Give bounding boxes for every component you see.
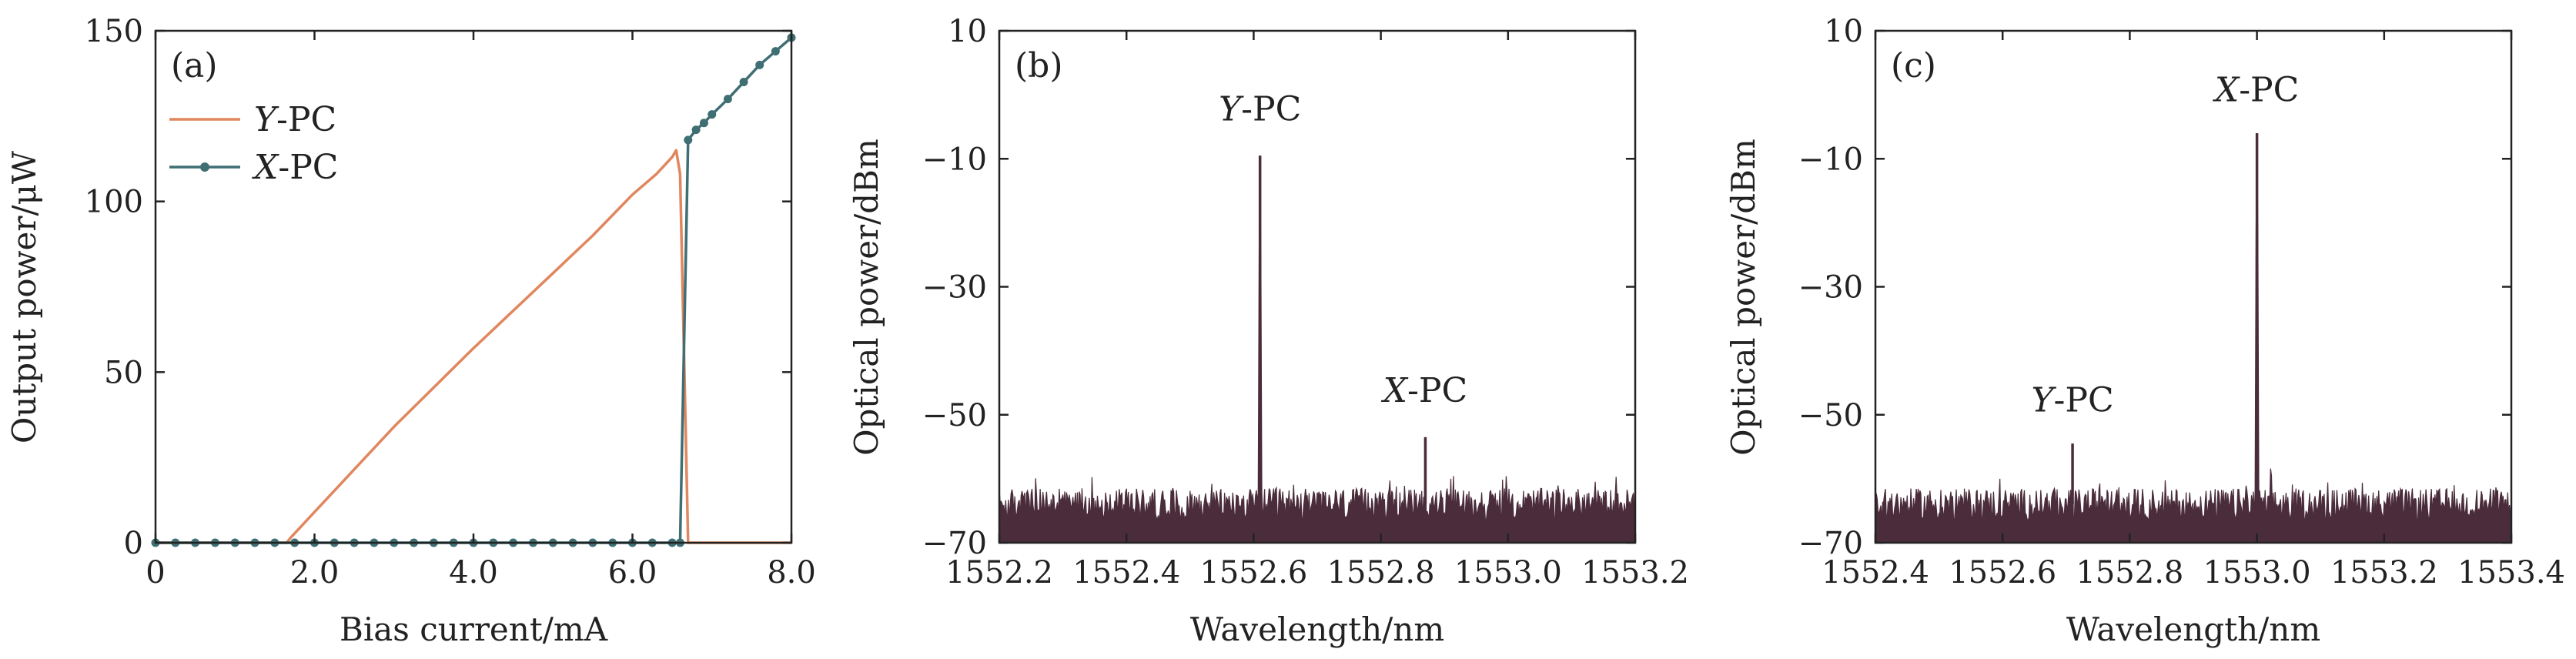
legend-label-x-pc: X-PC — [252, 148, 338, 187]
x-tick-label: 1552.6 — [1949, 555, 2056, 590]
x-tick-label: 1553.4 — [2457, 555, 2565, 590]
panel-tag: (b) — [1015, 46, 1063, 85]
y-axis-label: Optical power/dBm — [1725, 139, 1762, 456]
y-tick-label: −30 — [1798, 270, 1863, 306]
x-tick-label: 0 — [146, 555, 165, 590]
x-tick-label: 1553.0 — [1454, 555, 1562, 590]
y-tick-label: −70 — [1798, 526, 1863, 561]
data-point-x-pc — [699, 119, 708, 128]
legend-label-x-pc-italic: X — [252, 148, 279, 187]
data-point-x-pc — [684, 135, 693, 145]
data-point-x-pc — [723, 95, 732, 104]
x-tick-label: 1553.0 — [2203, 555, 2311, 590]
x-tick-label: 1552.4 — [1822, 555, 1929, 590]
y-tick-label: −10 — [1798, 142, 1863, 177]
x-axis-label: Bias current/mA — [340, 610, 608, 648]
legend-label-y-pc-rest: -PC — [276, 100, 336, 139]
series-line-y-pc — [156, 149, 791, 544]
peak-label-x-pc-rest: -PC — [1407, 371, 1467, 410]
series-line-x-pc — [156, 36, 793, 544]
y-tick-label: −30 — [922, 270, 987, 306]
y-axis-label: Output power/μW — [5, 150, 43, 443]
spectrum-area — [999, 156, 1636, 544]
y-tick-label: −10 — [922, 142, 987, 177]
x-tick-label: 1553.2 — [1581, 555, 1689, 590]
x-tick-label: 2.0 — [290, 555, 340, 590]
x-tick-label: 8.0 — [767, 555, 816, 590]
peak-label-x-pc: X-PC — [2213, 70, 2299, 109]
peak-label-y-pc-rest: -PC — [2054, 381, 2114, 420]
plot-frame — [998, 29, 1637, 544]
peak-label-x-pc-italic: X — [2213, 70, 2240, 109]
legend: Y-PCX-PC — [169, 100, 338, 187]
y-tick-label: −70 — [922, 526, 987, 561]
peak-label-y-pc: Y-PC — [1219, 89, 1301, 129]
y-axis-label: Optical power/dBm — [848, 139, 885, 456]
x-tick-label: 6.0 — [608, 555, 657, 590]
data-point-x-pc — [708, 110, 717, 119]
y-tick-label: −50 — [1798, 398, 1863, 433]
y-tick-label: 150 — [85, 14, 143, 49]
peak-label-y-pc-italic: Y — [1219, 89, 1244, 129]
x-axis-label: Wavelength/nm — [2066, 610, 2320, 648]
x-tick-label: 1552.4 — [1072, 555, 1180, 590]
chart-panel-1: 0 2.0 4.0 6.0 8.0 0 50 100 150 Bias current/mA Out… — [5, 14, 816, 648]
y-tick-label: 0 — [124, 526, 143, 561]
peak-label-y-pc: Y-PC — [2031, 381, 2113, 420]
legend-marker-x-pc — [200, 162, 209, 172]
peak-label-x-pc-rest: -PC — [2239, 70, 2299, 109]
panel-tag: (c) — [1891, 46, 1936, 85]
plot-frame — [154, 29, 793, 544]
peak-label-y-pc-italic: Y — [2031, 381, 2056, 420]
x-tick-label: 1552.8 — [1327, 555, 1435, 590]
data-point-x-pc — [771, 47, 780, 56]
legend-label-x-pc-rest: -PC — [278, 148, 338, 187]
x-tick-label: 1552.6 — [1199, 555, 1307, 590]
y-tick-label: 10 — [1824, 14, 1863, 49]
peak-label-y-pc-rest: -PC — [1241, 89, 1301, 129]
y-tick-label: −50 — [922, 398, 987, 433]
spectrum-area — [1875, 132, 2512, 544]
peak-label-x-pc-italic: X — [1381, 371, 1409, 410]
data-point-x-pc — [739, 78, 748, 86]
x-tick-label: 1552.8 — [2076, 555, 2183, 590]
x-axis-label: Wavelength/nm — [1190, 610, 1444, 648]
peak-label-x-pc: X-PC — [1381, 371, 1467, 410]
plot-frame — [1874, 29, 2513, 544]
y-tick-label: 100 — [85, 185, 143, 220]
legend-label-y-pc-italic: Y — [254, 100, 279, 139]
y-tick-label: 10 — [948, 14, 987, 49]
x-tick-label: 1553.2 — [2330, 555, 2438, 590]
y-tick-label: 50 — [104, 355, 143, 390]
x-tick-label: 1552.2 — [945, 555, 1053, 590]
x-tick-label: 4.0 — [449, 555, 498, 590]
panel-tag: (a) — [171, 46, 218, 85]
data-point-x-pc — [691, 125, 701, 135]
legend-label-y-pc: Y-PC — [254, 100, 336, 139]
data-point-x-pc — [755, 60, 764, 69]
